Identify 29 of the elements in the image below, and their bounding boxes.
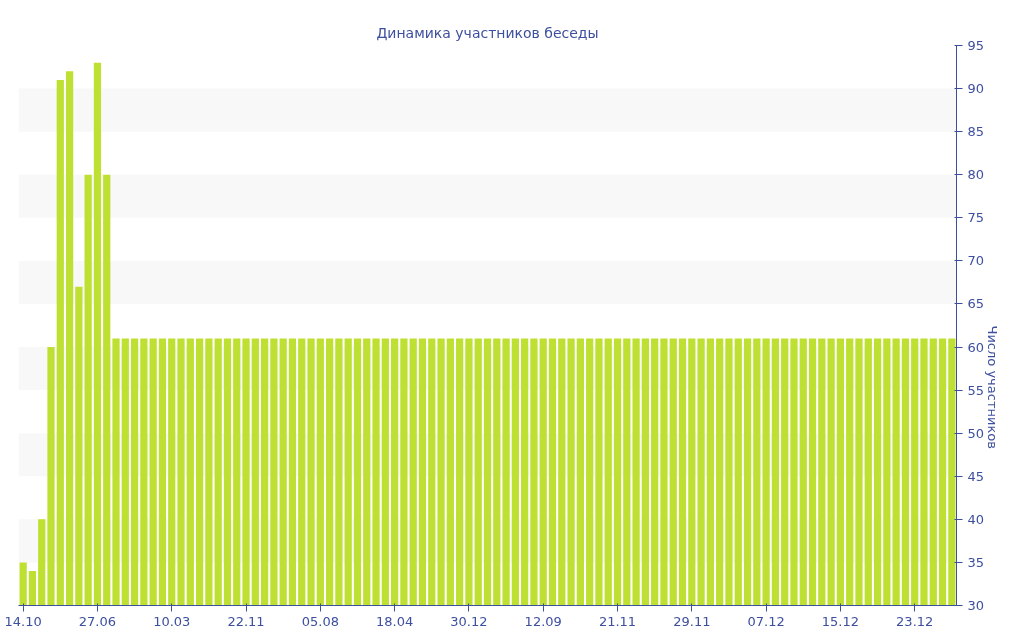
x-tick-label: 21.11	[598, 613, 637, 629]
y-tick-label: 90	[967, 81, 985, 97]
x-tick-label: 23.12	[896, 613, 934, 629]
x-tick-label: 05.08	[301, 613, 339, 629]
y-tick-label: 50	[967, 425, 985, 441]
chart-title: Динамика участников беседы	[376, 24, 599, 41]
y-tick-label: 30	[967, 598, 985, 613]
y-tick-label: 35	[967, 554, 985, 570]
x-tick-label: 12.09	[524, 613, 562, 629]
y-tick-label: 45	[967, 468, 985, 484]
y-tick-label: 55	[967, 382, 985, 398]
x-tick-label: 10.03	[153, 613, 191, 629]
y-tick-label: 40	[967, 511, 985, 527]
y-tick-label: 95	[967, 38, 985, 53]
y-tick-label: 80	[967, 167, 985, 183]
x-tick-label: 15.12	[821, 613, 860, 629]
y-tick-label: 85	[967, 124, 985, 140]
y-tick-label: 65	[967, 296, 985, 312]
y-tick-label: 60	[967, 339, 985, 355]
x-tick-label: 07.12	[747, 613, 785, 629]
x-tick-label: 22.11	[227, 613, 265, 629]
x-tick-label: 27.06	[78, 613, 117, 629]
x-tick-label: 30.12	[450, 613, 488, 629]
y-tick-label: 70	[967, 253, 985, 269]
x-tick-label: 18.04	[376, 613, 414, 629]
y-axis-title: Число участников	[984, 325, 1000, 449]
x-tick-label: 29.11	[673, 613, 711, 629]
x-tick-label: 14.10	[4, 613, 42, 629]
y-tick-label: 75	[967, 210, 985, 226]
